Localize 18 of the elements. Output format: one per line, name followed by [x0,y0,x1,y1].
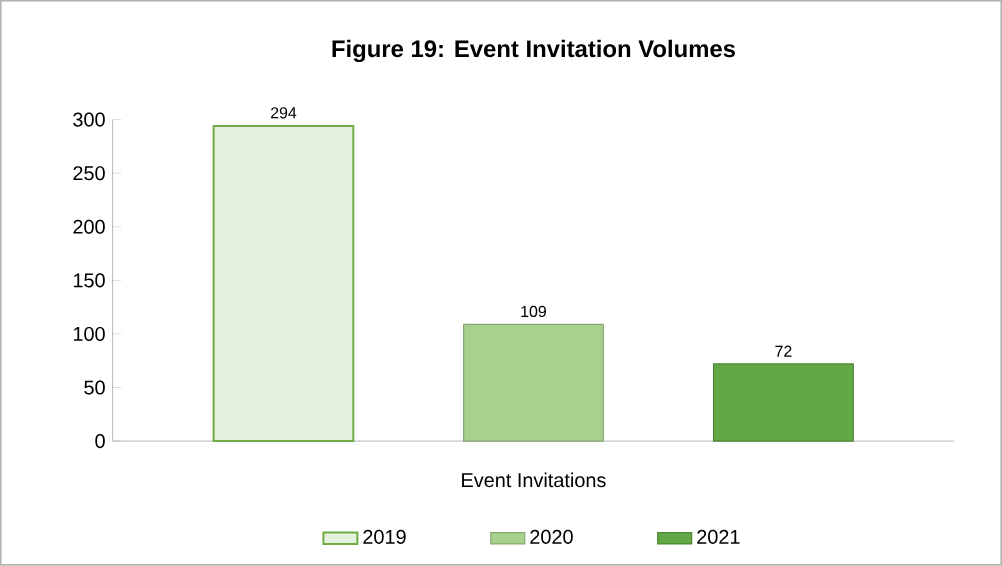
y-tick-label: 300 [73,112,105,127]
y-tick-label: 0 [95,434,105,449]
bar [712,363,854,442]
bar [463,323,604,442]
data-label: 109 [521,305,546,318]
legend-label: 2019 [363,529,406,545]
y-tick-label: 100 [73,327,105,342]
legend-label: 2021 [697,529,740,545]
chart-title: Figure 19: Event Invitation Volumes [332,39,735,63]
y-tick-label: 200 [73,219,105,234]
x-tick-label: Event Invitations [462,472,606,488]
data-label: 72 [775,345,792,357]
bar [212,125,355,443]
y-tick-label: 150 [73,273,105,288]
data-label: 294 [271,107,297,119]
y-tick-label: 50 [84,380,105,395]
legend-label: 2020 [530,529,573,545]
y-tick-label: 250 [73,166,105,181]
